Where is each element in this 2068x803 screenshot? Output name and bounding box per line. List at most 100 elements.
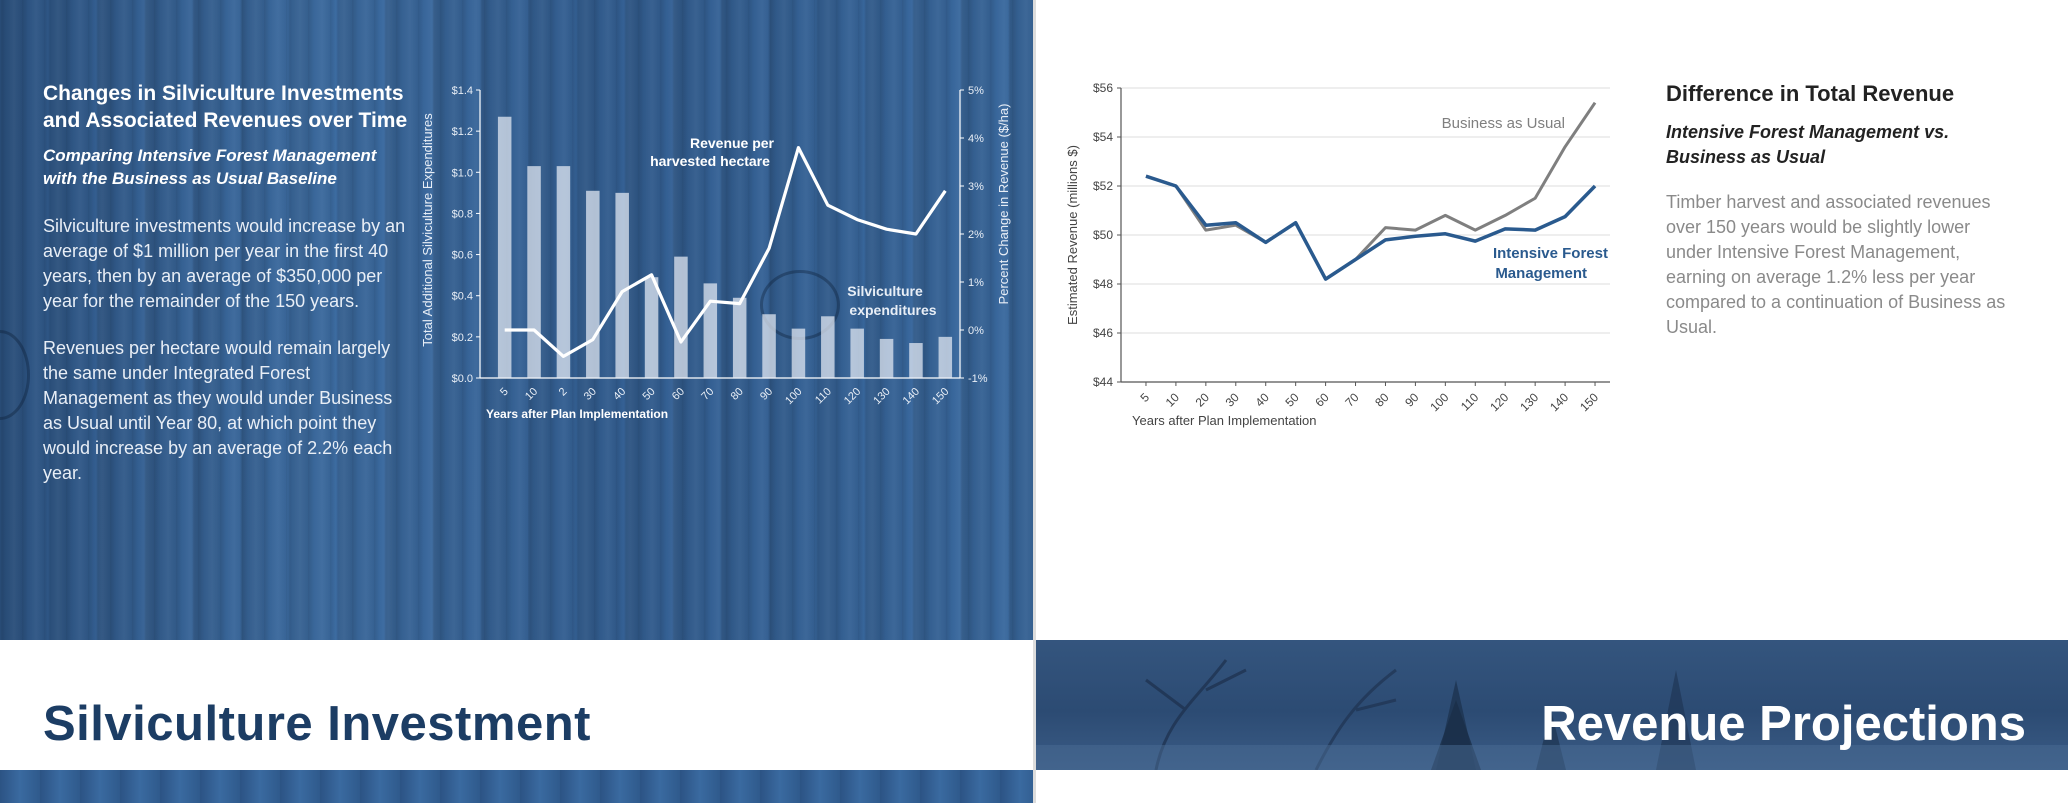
x-tick-label: 130 [1517,390,1541,414]
y-axis-label: Total Additional Silviculture Expenditur… [420,113,435,347]
silviculture-bar [703,283,718,378]
y-tick-label: $1.4 [452,85,473,97]
x-tick-label: 70 [699,386,716,403]
x-tick-label: 30 [1223,390,1243,410]
right-y-tick-label: -1% [968,373,988,385]
silviculture-panel: Changes in Silviculture Investments and … [0,0,1033,640]
silviculture-bar [586,190,600,378]
y-tick-label: $54 [1093,130,1113,144]
right-y-tick-label: 4% [968,133,984,145]
x-axis-label: Years after Plan Implementation [486,407,668,421]
x-tick-label: 5 [498,386,511,399]
revenue-footer: Revenue Projections [1036,640,2068,770]
right-y-tick-label: 3% [968,181,984,193]
page-divider [1033,0,1036,803]
x-tick-label: 110 [1458,390,1482,414]
right-y-tick-label: 2% [968,229,984,241]
silviculture-text-block: Changes in Silviculture Investments and … [43,80,413,486]
revenue-chart: 5 10 20 30 40 50 60 70 80 90 100 110 120 130 140 150 $4… [1065,81,1610,428]
x-tick-label: 20 [1193,390,1213,410]
chart-subtitle: Comparing Intensive Forest Management wi… [43,146,377,188]
x-tick-label: 90 [758,386,775,403]
y-tick-label: $0.6 [452,250,473,262]
x-tick-label: 150 [930,386,951,407]
x-tick-label: 40 [1252,390,1272,410]
x-tick-label: 100 [1427,390,1451,414]
business-as-usual-line [1145,101,1597,281]
silviculture-bar [556,166,571,378]
y-tick-label: $50 [1093,228,1113,242]
right-y-tick-label: 1% [968,277,984,289]
chart-title: Changes in Silviculture Investments and … [43,82,408,132]
x-tick-label: 80 [729,386,746,403]
silviculture-bar [850,328,864,378]
x-tick-label: 80 [1372,390,1392,410]
x-tick-label: 150 [1577,390,1601,414]
silviculture-bar [879,338,894,378]
ifm-series-label: Intensive Forest Management [1493,245,1608,282]
x-tick-label: 140 [1547,390,1571,414]
y-tick-label: $48 [1093,277,1113,291]
revenue-subtitle: Intensive Forest Management vs. Business… [1666,122,1950,167]
silviculture-bar [497,116,512,378]
y-tick-label: $0.4 [452,291,473,303]
y-tick-label: $1.2 [452,126,473,138]
silviculture-bar-label: Silviculture expenditures [847,283,937,318]
silviculture-bar [732,297,747,378]
revenue-line-label: Revenue per harvested hectare [650,135,774,169]
x-tick-label: 140 [901,386,922,407]
y-tick-label: $0.2 [452,332,473,344]
x-tick-label: 60 [670,386,687,403]
silviculture-bar [938,336,953,378]
x-tick-label: 50 [641,386,658,403]
right-y-tick-label: 5% [968,85,984,97]
x-tick-label: 50 [1282,390,1302,410]
x-tick-label: 70 [1342,390,1362,410]
y-tick-label: $0.0 [452,373,473,385]
right-y-axis-label: Percent Change in Revenue ($/ha) [996,104,1011,305]
silviculture-bar [527,166,541,378]
x-tick-label: 30 [582,386,599,403]
silviculture-bar [821,316,835,378]
x-tick-label: 110 [813,386,834,407]
y-tick-label: $1.0 [452,167,473,179]
x-tick-label: 120 [842,386,863,407]
silviculture-footer: Silviculture Investment [0,640,1033,770]
y-tick-label: $52 [1093,179,1113,193]
silviculture-bar [644,277,659,378]
forest-silhouette [1036,659,2068,770]
y-tick-label: $56 [1093,81,1113,95]
bau-series-label: Business as Usual [1442,115,1565,132]
intensive-forest-management-line [1145,174,1597,281]
revenue-text-block: Difference in Total Revenue Intensive Fo… [1666,80,2016,340]
right-y-tick-label: 0% [968,325,984,337]
x-tick-label: 120 [1487,390,1511,414]
revenue-per-hectare-line [504,145,947,358]
x-tick-label: 40 [611,386,628,403]
x-tick-label: 5 [1137,390,1152,405]
revenue-paragraph: Revenues per hectare would remain largel… [43,338,393,483]
section-title-revenue: Revenue Projections [1541,697,2026,751]
wood-strip [0,770,1033,803]
revenue-paragraph: Timber harvest and associated revenues o… [1666,192,2006,337]
silviculture-bar [909,343,923,378]
silviculture-bar [674,256,688,378]
section-title-silviculture: Silviculture Investment [43,697,591,751]
y-tick-label: $0.8 [452,208,473,220]
x-tick-label: 130 [871,386,892,407]
x-axis-label: Years after Plan Implementation [1132,413,1317,428]
y-axis-label: Estimated Revenue (millions $) [1065,145,1080,325]
revenue-title: Difference in Total Revenue [1666,81,1955,106]
silviculture-chart: 5 10 2 30 40 50 60 70 80 90 100 110 120 130 140 150 $0.… [420,85,1011,421]
silviculture-bar [762,314,776,378]
x-tick-label: 2 [557,386,570,399]
x-tick-label: 10 [523,386,540,403]
investment-paragraph: Silviculture investments would increase … [43,216,406,311]
x-tick-label: 100 [783,386,804,407]
y-tick-label: $44 [1093,375,1113,389]
silviculture-bar [791,328,806,378]
x-tick-label: 60 [1312,390,1332,410]
silviculture-bar [615,192,629,378]
x-tick-label: 10 [1163,390,1183,410]
x-tick-label: 90 [1402,390,1422,410]
